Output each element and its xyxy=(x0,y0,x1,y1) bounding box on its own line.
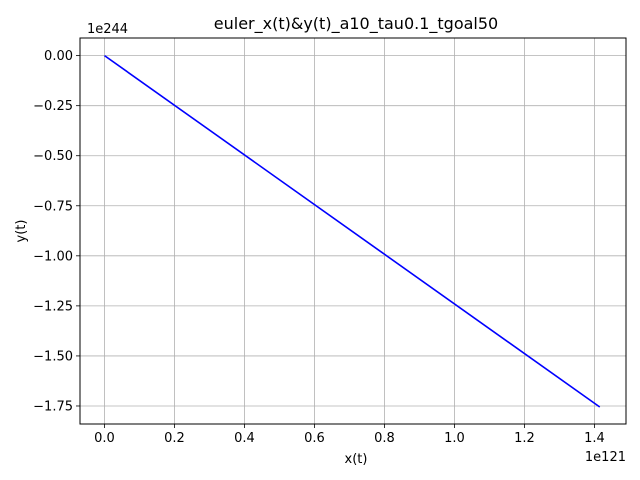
y-axis-label: y(t) xyxy=(14,220,29,243)
x-tick-label: 1.0 xyxy=(444,431,465,446)
x-offset-text: 1e121 xyxy=(585,450,626,465)
x-axis-label: x(t) xyxy=(345,452,368,467)
y-tick-label: −1.25 xyxy=(33,299,73,314)
x-tick-label: 0.0 xyxy=(94,431,115,446)
y-axis: 0.00 −0.25 −0.50 −0.75 −1.00 −1.25 −1.50 −1.75 xyxy=(33,49,80,414)
series-layer xyxy=(104,54,601,408)
y-tick-label: −1.00 xyxy=(33,249,73,264)
x-tick-label: 1.4 xyxy=(584,431,605,446)
y-offset-text: 1e244 xyxy=(87,22,128,37)
x-tick-label: 0.4 xyxy=(234,431,255,446)
x-tick-label: 1.2 xyxy=(514,431,535,446)
y-tick-label: −0.50 xyxy=(33,149,73,164)
plot-frame xyxy=(79,37,627,425)
x-tick-label: 0.8 xyxy=(374,431,395,446)
y-tick-label: −0.75 xyxy=(33,199,73,214)
x-axis: 0.0 0.2 0.4 0.6 0.8 1.0 1.2 1.4 xyxy=(94,424,605,446)
y-tick-label: −1.50 xyxy=(33,349,73,364)
x-tick-label: 0.2 xyxy=(164,431,185,446)
chart-title: euler_x(t)&y(t)_a10_tau0.1_tgoal50 xyxy=(214,14,498,34)
x-tick-label: 0.6 xyxy=(304,431,325,446)
y-tick-label: −0.25 xyxy=(33,99,73,114)
y-tick-label: 0.00 xyxy=(44,49,73,64)
y-tick-label: −1.75 xyxy=(33,399,73,414)
grid xyxy=(80,38,626,424)
series-line xyxy=(104,54,601,408)
